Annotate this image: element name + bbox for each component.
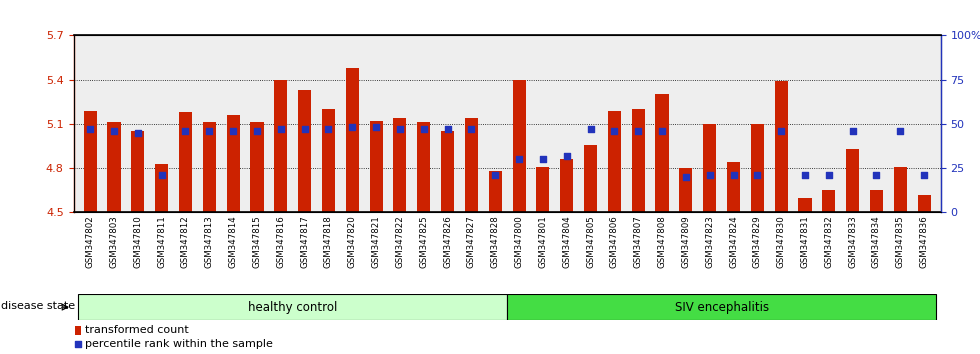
Bar: [751, 124, 763, 212]
Point: [82, 126, 98, 132]
Point: [416, 126, 431, 132]
Bar: [75, 326, 81, 335]
Bar: [465, 118, 478, 212]
Point: [130, 130, 146, 136]
Bar: [917, 195, 931, 212]
Bar: [203, 122, 216, 212]
Point: [249, 128, 265, 134]
Bar: [870, 190, 883, 212]
Text: SIV encephalitis: SIV encephalitis: [674, 301, 768, 314]
Bar: [703, 124, 716, 212]
Bar: [679, 168, 693, 212]
Point: [750, 172, 765, 178]
Bar: [656, 95, 668, 212]
Bar: [346, 68, 359, 212]
Point: [344, 125, 360, 130]
Point: [297, 126, 313, 132]
Point: [535, 156, 551, 162]
Bar: [251, 122, 264, 212]
Text: transformed count: transformed count: [84, 325, 188, 335]
Bar: [584, 144, 597, 212]
Point: [725, 172, 741, 178]
Bar: [608, 110, 621, 212]
Point: [320, 126, 336, 132]
Point: [106, 128, 122, 134]
Point: [655, 128, 670, 134]
Bar: [561, 159, 573, 212]
Text: disease state: disease state: [1, 301, 75, 311]
Point: [273, 126, 289, 132]
Point: [392, 126, 408, 132]
Bar: [774, 81, 788, 212]
Point: [916, 172, 932, 178]
Bar: [83, 110, 97, 212]
Bar: [226, 115, 240, 212]
Bar: [393, 118, 407, 212]
Bar: [632, 109, 645, 212]
Point: [893, 128, 908, 134]
Point: [368, 125, 384, 130]
Point: [845, 128, 860, 134]
Point: [678, 174, 694, 180]
Point: [71, 341, 86, 347]
Bar: [78, 294, 508, 320]
Point: [177, 128, 193, 134]
Bar: [131, 131, 144, 212]
Bar: [489, 171, 502, 212]
Bar: [274, 80, 287, 212]
Bar: [441, 131, 454, 212]
Point: [440, 126, 456, 132]
Point: [607, 128, 622, 134]
Bar: [513, 80, 525, 212]
Point: [154, 172, 170, 178]
Bar: [894, 167, 906, 212]
Point: [559, 153, 574, 159]
Point: [583, 126, 599, 132]
Point: [773, 128, 789, 134]
Point: [464, 126, 479, 132]
Point: [868, 172, 884, 178]
Bar: [508, 294, 936, 320]
Text: percentile rank within the sample: percentile rank within the sample: [84, 339, 272, 349]
Bar: [536, 167, 550, 212]
Point: [202, 128, 218, 134]
Text: healthy control: healthy control: [248, 301, 337, 314]
Bar: [321, 109, 335, 212]
Point: [630, 128, 646, 134]
Bar: [417, 122, 430, 212]
Point: [797, 172, 812, 178]
Bar: [846, 149, 859, 212]
Bar: [298, 90, 312, 212]
Point: [821, 172, 837, 178]
Point: [225, 128, 241, 134]
Bar: [369, 121, 382, 212]
Bar: [179, 112, 192, 212]
Bar: [155, 164, 169, 212]
Point: [512, 156, 527, 162]
Bar: [108, 122, 121, 212]
Bar: [799, 198, 811, 212]
Point: [487, 172, 503, 178]
Point: [702, 172, 717, 178]
Bar: [822, 190, 835, 212]
Bar: [727, 162, 740, 212]
